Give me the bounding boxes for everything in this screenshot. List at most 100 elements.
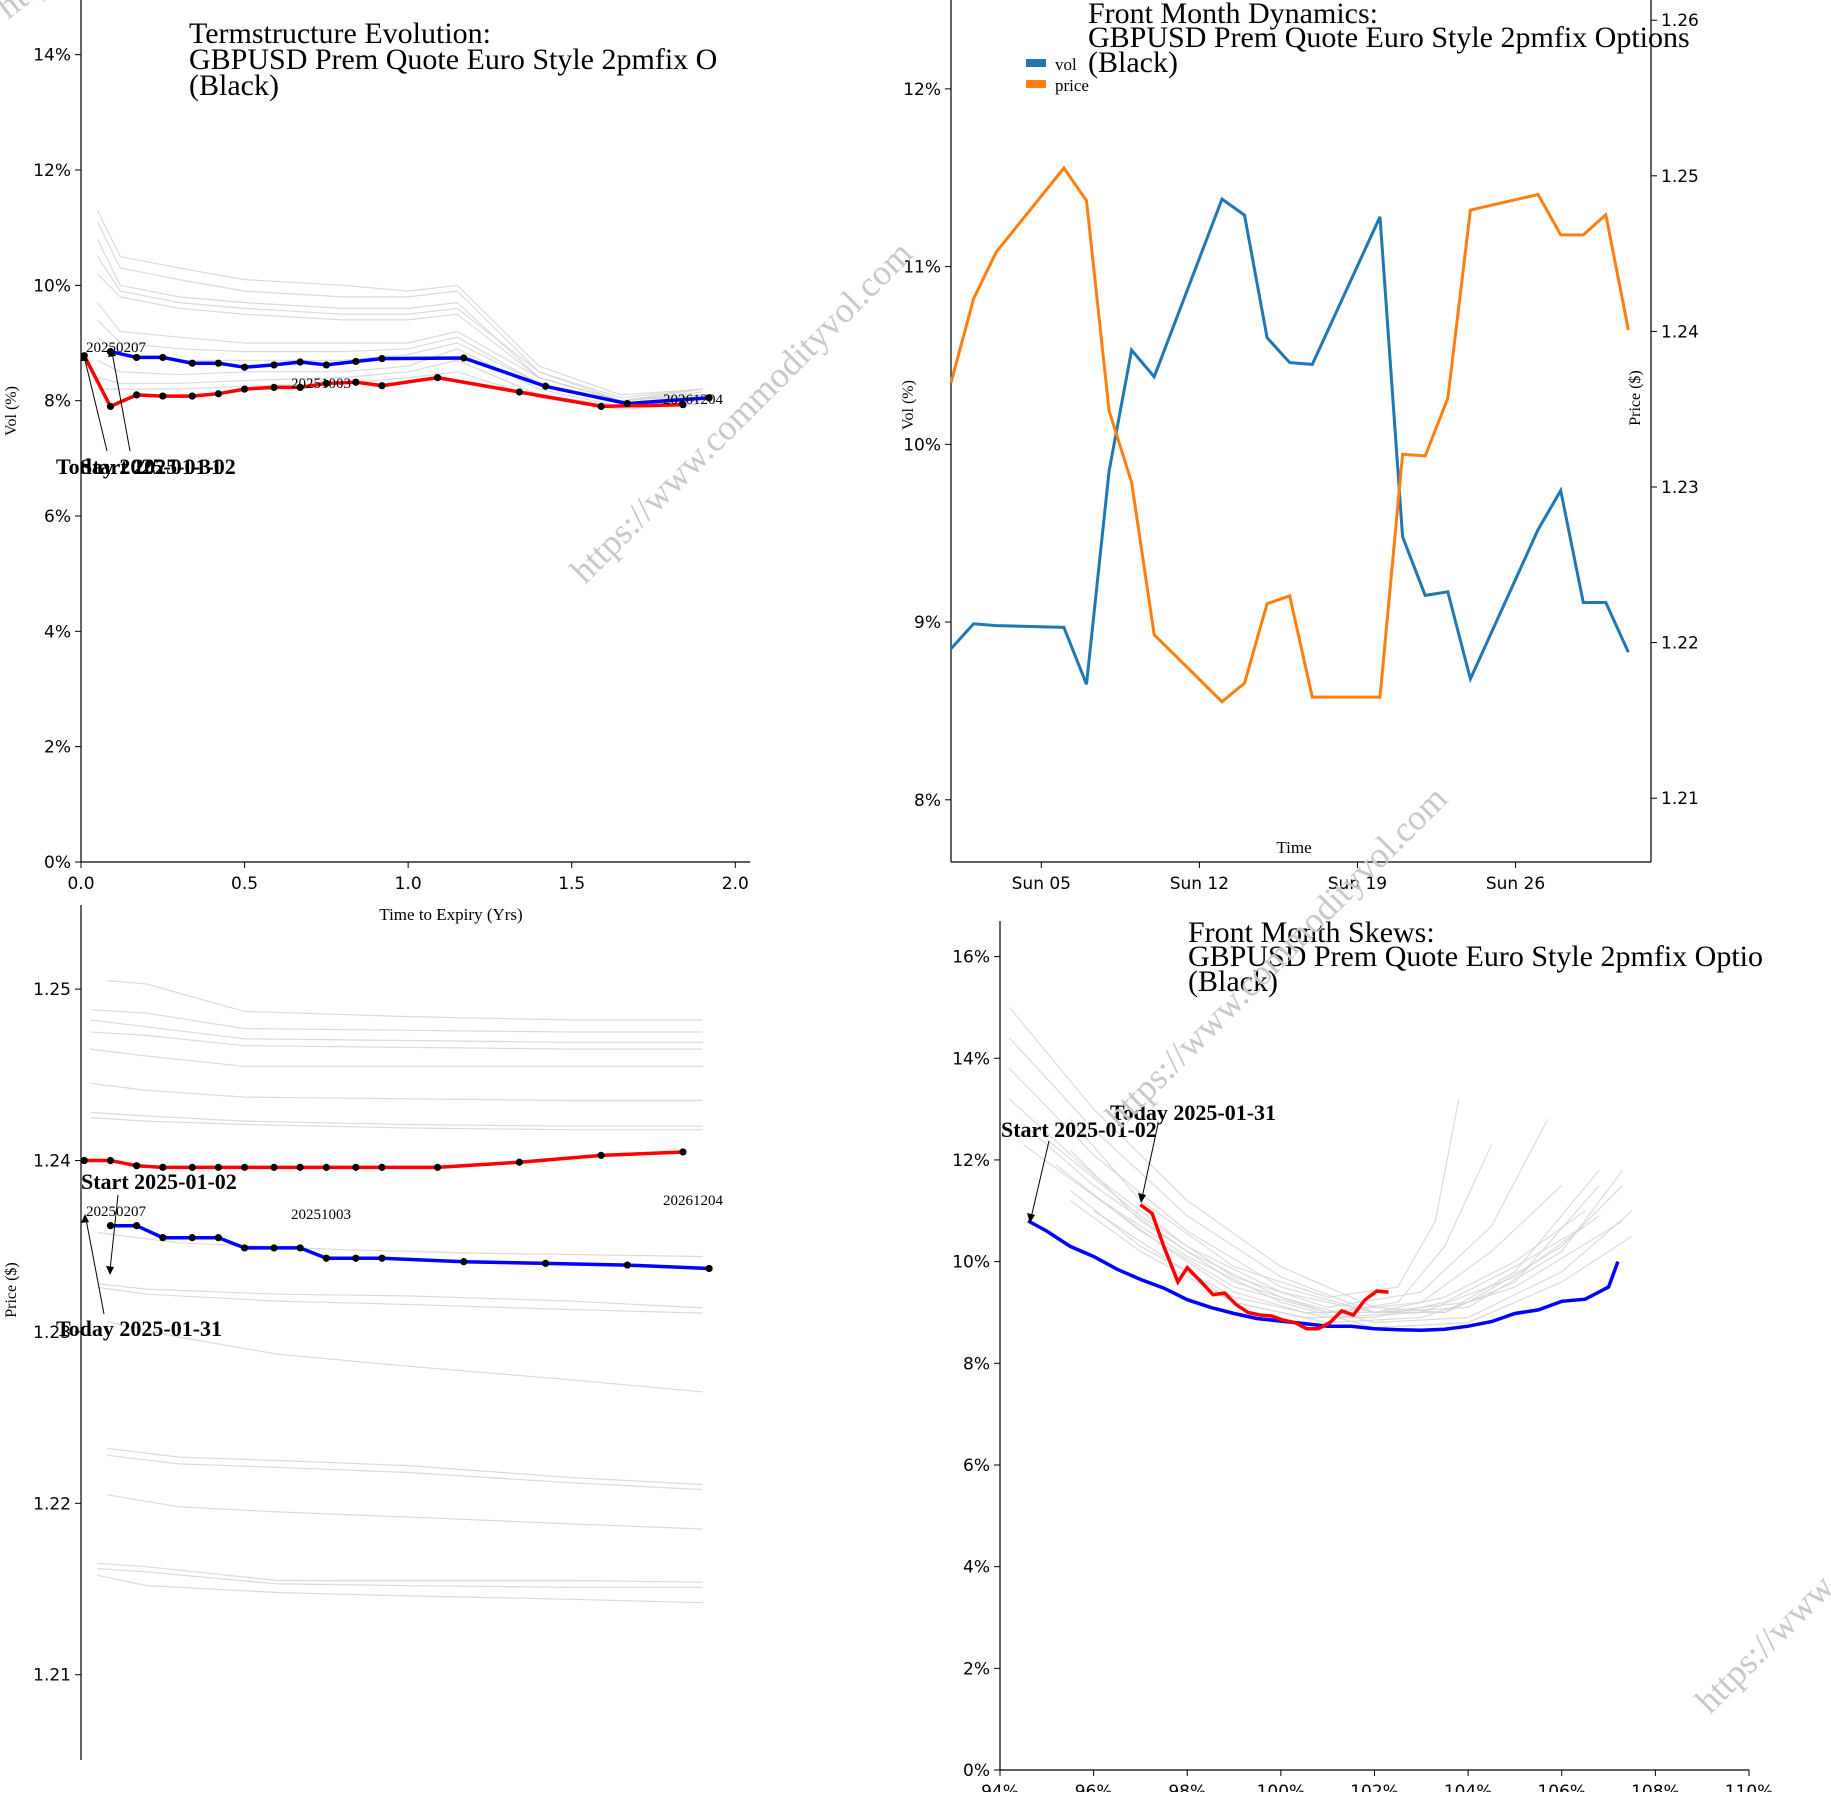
- term-vol-x-tick-label: 2.0: [722, 874, 749, 894]
- term-vol-today-marker: [352, 378, 360, 386]
- skew-history-line: [1055, 1164, 1563, 1314]
- term-vol-today-marker: [322, 379, 330, 387]
- term-price-today-marker: [159, 1163, 167, 1171]
- term-price-today-marker: [270, 1163, 278, 1171]
- term-vol-start-marker: [240, 363, 249, 371]
- term-price-y-tick-label: 1.21: [33, 1666, 71, 1686]
- term-price-history-line: [107, 1454, 703, 1491]
- term-price-start-arrow: [109, 1194, 119, 1271]
- term-vol-start-marker: [460, 354, 468, 362]
- watermark-2: https://www.commodityvol.com: [562, 233, 920, 591]
- front-dyn-title-line-2: GBPUSD Prem Quote Euro Style 2pmfix Opti…: [1088, 21, 1690, 54]
- term-price-history-line: [97, 1286, 703, 1314]
- skew-history-line: [1008, 1098, 1624, 1314]
- term-price-history-line: [90, 1082, 703, 1102]
- term-vol-y-tick-label: 10%: [33, 276, 71, 296]
- term-vol-title-line-1: Termstructure Evolution:: [189, 17, 491, 50]
- skew-x-tick-label: 98%: [1168, 1782, 1206, 1792]
- term-price-history-line: [107, 1494, 703, 1530]
- panel-front-dynamics: 8% 9% 10% 11% 12% 1.21 1.22 1.23 1.24 1.25 1.26 S…: [900, 0, 1699, 894]
- term-vol-history-curves: [96, 210, 703, 410]
- skew-history-line: [1008, 1037, 1600, 1314]
- skew-today-arrow: [1141, 1123, 1159, 1199]
- term-vol-x-label: Time to Expiry (Yrs): [379, 905, 522, 924]
- term-price-today-marker: [296, 1163, 304, 1171]
- term-vol-y-label: Vol (%): [3, 386, 20, 436]
- term-price-today-arrowhead: [81, 1214, 89, 1223]
- front-dyn-x-ticks: Sun 05 Sun 12 Sun 19 Sun 26: [1012, 862, 1545, 894]
- term-vol-today-arrowhead: [80, 352, 88, 361]
- term-vol-contract-label-2: 20251003: [291, 376, 351, 392]
- term-price-today-curve: [84, 1150, 683, 1170]
- term-price-start-marker: [133, 1222, 141, 1230]
- term-price-start-marker: [188, 1234, 196, 1242]
- front-dyn-left-label: Vol (%): [900, 380, 917, 430]
- front-dyn-x-tick-label: Sun 26: [1486, 874, 1545, 894]
- term-vol-contract-label-1: 20250207: [86, 340, 147, 356]
- term-price-start-marker: [378, 1254, 386, 1262]
- term-price-history-line: [107, 980, 703, 1021]
- term-price-start-marker: [322, 1254, 330, 1262]
- term-price-history-line: [97, 1567, 703, 1588]
- term-price-today-arrow: [85, 1218, 105, 1315]
- legend-vol-label: vol: [1055, 55, 1077, 74]
- skew-today-annotation: Today 2025-01-31: [1110, 1100, 1276, 1125]
- term-vol-history-line: [97, 371, 703, 410]
- skew-title-line-2: GBPUSD Prem Quote Euro Style 2pmfix Opti…: [1188, 940, 1763, 973]
- term-vol-y-ticks: 0% 2% 4% 6% 8% 10% 12% 14%: [33, 46, 81, 873]
- skew-x-tick-label: 106%: [1537, 1782, 1586, 1792]
- legend-price-swatch: [1026, 80, 1046, 88]
- term-vol-y-tick-label: 2%: [44, 738, 71, 758]
- term-vol-start-marker: [352, 357, 360, 366]
- skew-today-arrowhead: [1138, 1193, 1146, 1203]
- term-vol-start-marker: [623, 399, 631, 408]
- term-price-today-marker: [188, 1163, 196, 1171]
- term-price-today-marker: [133, 1162, 141, 1170]
- term-vol-x-ticks: 0.0 0.5 1.0 1.5 2.0: [67, 862, 749, 894]
- term-vol-history-line: [96, 256, 703, 399]
- term-vol-today-marker: [106, 402, 115, 411]
- term-vol-x-tick-label: 1.0: [395, 874, 422, 894]
- term-vol-y-tick-label: 6%: [44, 507, 71, 527]
- term-vol-start-marker: [159, 353, 167, 362]
- term-vol-start-marker: [296, 358, 304, 366]
- term-price-history-curves: [90, 980, 703, 1604]
- skew-title-line-1: Front Month Skews:: [1188, 916, 1435, 949]
- term-price-history-line: [90, 1031, 703, 1050]
- term-price-today-marker: [352, 1163, 360, 1171]
- term-vol-y-tick-label: 0%: [44, 853, 71, 873]
- skew-y-tick-label: 4%: [963, 1558, 990, 1578]
- front-dyn-right-tick-label: 1.26: [1661, 11, 1699, 31]
- skew-start-curve: [1027, 1219, 1620, 1332]
- term-price-today-marker: [322, 1163, 330, 1171]
- term-price-y-tick-label: 1.25: [33, 980, 71, 1000]
- term-price-start-annotation: Start 2025-01-02: [81, 1169, 237, 1194]
- skew-y-tick-label: 2%: [963, 1659, 990, 1679]
- term-vol-today-marker: [240, 385, 249, 393]
- term-vol-x-tick-label: 0.5: [231, 874, 258, 894]
- front-dyn-price-line: [949, 165, 1630, 704]
- term-price-history-line: [90, 1117, 703, 1131]
- front-dyn-vol-line: [949, 196, 1630, 685]
- front-dyn-x-tick-label: Sun 12: [1170, 874, 1229, 894]
- skew-start-annotation: Start 2025-01-02: [1001, 1117, 1157, 1142]
- skew-history-line: [1008, 1007, 1600, 1314]
- term-price-start-marker: [541, 1259, 550, 1267]
- skew-y-tick-label: 0%: [963, 1761, 990, 1781]
- front-dyn-right-tick-label: 1.21: [1661, 789, 1699, 809]
- front-dyn-left-tick-label: 12%: [903, 80, 941, 100]
- term-vol-title-line-2: GBPUSD Prem Quote Euro Style 2pmfix O: [189, 43, 717, 76]
- term-vol-today-marker: [270, 383, 278, 392]
- panel-term-vol: 0% 2% 4% 6% 8% 10% 12% 14% 0.0 0.5 1.0 1.5 2.0 Term…: [3, 0, 750, 924]
- term-vol-start-marker: [541, 382, 550, 390]
- term-price-start-marker: [270, 1244, 278, 1252]
- skew-y-ticks: 0% 2% 4% 6% 8% 10% 12% 14% 16%: [952, 948, 1000, 1781]
- term-price-today-marker: [433, 1163, 442, 1171]
- term-price-today-marker: [378, 1163, 386, 1171]
- term-price-today-marker: [106, 1156, 115, 1165]
- term-price-contract-label-3: 20261204: [663, 1193, 724, 1209]
- term-vol-today-marker: [597, 402, 605, 411]
- term-vol-y-tick-label: 14%: [33, 46, 71, 66]
- skew-history-line: [1008, 1067, 1624, 1314]
